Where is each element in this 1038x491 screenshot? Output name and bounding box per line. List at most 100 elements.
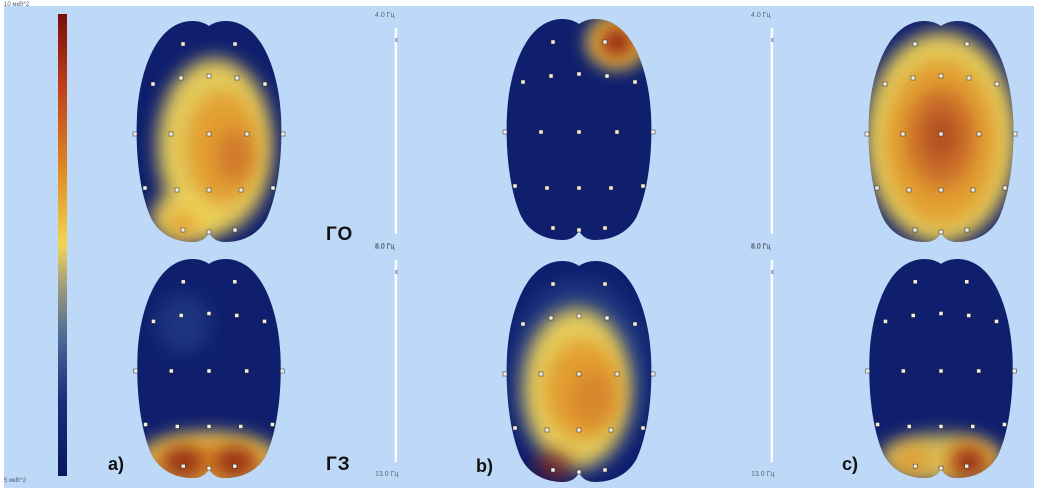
electrode-marker xyxy=(912,279,918,285)
scale-from-label: 8.0 Гц xyxy=(751,244,771,251)
electrode-marker xyxy=(548,73,554,79)
electrode-marker xyxy=(179,313,184,318)
scale-from-label: 4.0 Гц xyxy=(751,12,771,19)
frequency-scale-bottom-a: 8.0 Гц 13.0 Гц xyxy=(375,244,403,478)
electrode-marker xyxy=(142,185,148,191)
electrode-marker xyxy=(502,371,508,377)
activation-blob xyxy=(155,293,211,354)
head-outline xyxy=(869,258,1013,479)
electrode-marker xyxy=(206,131,212,137)
electrode-marker xyxy=(1002,422,1007,427)
electrode-marker xyxy=(970,187,976,193)
electrode-marker xyxy=(576,71,582,77)
electrode-marker xyxy=(206,73,212,79)
electrode-marker xyxy=(550,225,556,231)
electrode-marker xyxy=(883,319,888,324)
electrode-marker xyxy=(964,41,970,47)
electrode-marker xyxy=(132,131,138,137)
activation-layer xyxy=(879,434,1003,479)
electrode-marker xyxy=(1002,185,1008,191)
electrode-marker xyxy=(907,424,912,429)
electrode-marker xyxy=(911,313,916,318)
electrode-marker xyxy=(912,41,918,47)
scale-from-label: 4.0 Гц xyxy=(375,12,395,19)
electrode-marker xyxy=(206,368,212,374)
activation-layer xyxy=(151,58,273,242)
electrode-marker xyxy=(133,368,138,374)
state-label-top: ГО xyxy=(326,224,354,245)
electrode-marker xyxy=(262,319,267,324)
electrode-marker xyxy=(232,463,238,469)
electrode-marker xyxy=(576,313,582,319)
electrode-marker xyxy=(938,368,944,374)
electrode-marker xyxy=(938,131,944,137)
electrode-marker xyxy=(180,463,186,469)
colorbar-max-label: 10 мкВ^2 xyxy=(4,2,30,8)
panel-label-a: a) xyxy=(108,454,125,474)
electrode-marker xyxy=(244,368,249,374)
electrode-marker xyxy=(640,425,646,431)
electrode-marker xyxy=(1012,131,1018,137)
electrode-marker xyxy=(900,131,906,137)
electrode-marker xyxy=(875,422,880,427)
electrode-marker xyxy=(150,81,156,87)
head-map-b-bottom xyxy=(502,261,656,482)
electrode-marker xyxy=(512,183,518,189)
scale-to-label: 13.0 Гц xyxy=(375,471,399,478)
electrode-marker xyxy=(966,75,972,81)
electrode-marker xyxy=(576,371,582,377)
activation-blob xyxy=(169,212,197,236)
activation-blob xyxy=(952,448,985,477)
head-map-c-top xyxy=(864,21,1018,242)
electrode-marker xyxy=(576,185,582,191)
electrode-marker xyxy=(502,129,508,135)
frequency-scale-top-b: 4.0 Гц 8.0 Гц xyxy=(751,12,779,250)
panel-label-c: c) xyxy=(842,454,859,474)
electrode-marker xyxy=(602,281,608,287)
electrode-marker xyxy=(512,425,518,431)
electrode-marker xyxy=(938,424,944,429)
electrode-marker xyxy=(632,79,638,85)
electrode-marker xyxy=(906,187,912,193)
panel-label-b: b) xyxy=(476,456,493,476)
electrode-marker xyxy=(232,227,238,233)
electrode-marker xyxy=(520,321,526,327)
electrode-marker xyxy=(270,422,275,427)
electrode-marker xyxy=(143,422,148,427)
electrode-marker xyxy=(180,279,186,285)
electrode-marker xyxy=(576,469,582,475)
electrode-marker xyxy=(548,315,554,321)
electrode-marker xyxy=(206,187,212,193)
electrode-marker xyxy=(632,321,638,327)
electrode-marker xyxy=(234,75,240,81)
electrode-marker xyxy=(175,424,180,429)
electrode-marker xyxy=(604,73,610,79)
activation-blob xyxy=(535,452,571,480)
activation-blob xyxy=(161,446,206,479)
electrode-marker xyxy=(180,227,186,233)
electrode-marker xyxy=(614,129,620,135)
activation-blob xyxy=(212,446,257,479)
electrode-marker xyxy=(650,129,656,135)
electrode-marker xyxy=(576,129,582,135)
electrode-marker xyxy=(901,368,906,374)
electrode-marker xyxy=(576,427,582,433)
electrode-marker xyxy=(608,185,614,191)
electrode-marker xyxy=(912,463,918,469)
scale-to-label: 8.0 Гц xyxy=(375,243,395,250)
electrode-marker xyxy=(938,229,944,235)
scale-from-label: 8.0 Гц xyxy=(375,244,395,251)
electrode-marker xyxy=(244,131,250,137)
electrode-marker xyxy=(550,39,556,45)
electrode-marker xyxy=(608,427,614,433)
head-map-a-top xyxy=(132,21,286,242)
electrode-marker xyxy=(912,227,918,233)
electrode-marker xyxy=(169,368,174,374)
electrode-marker xyxy=(544,427,550,433)
head-map-b-top xyxy=(502,19,656,240)
activation-blob xyxy=(571,370,615,426)
head-map-a-bottom xyxy=(133,258,285,479)
electrode-marker xyxy=(640,183,646,189)
frequency-scale-bottom-b: 8.0 Гц 13.0 Гц xyxy=(751,244,779,478)
colorbar-min-label: 5 мкВ^2 xyxy=(4,478,26,484)
